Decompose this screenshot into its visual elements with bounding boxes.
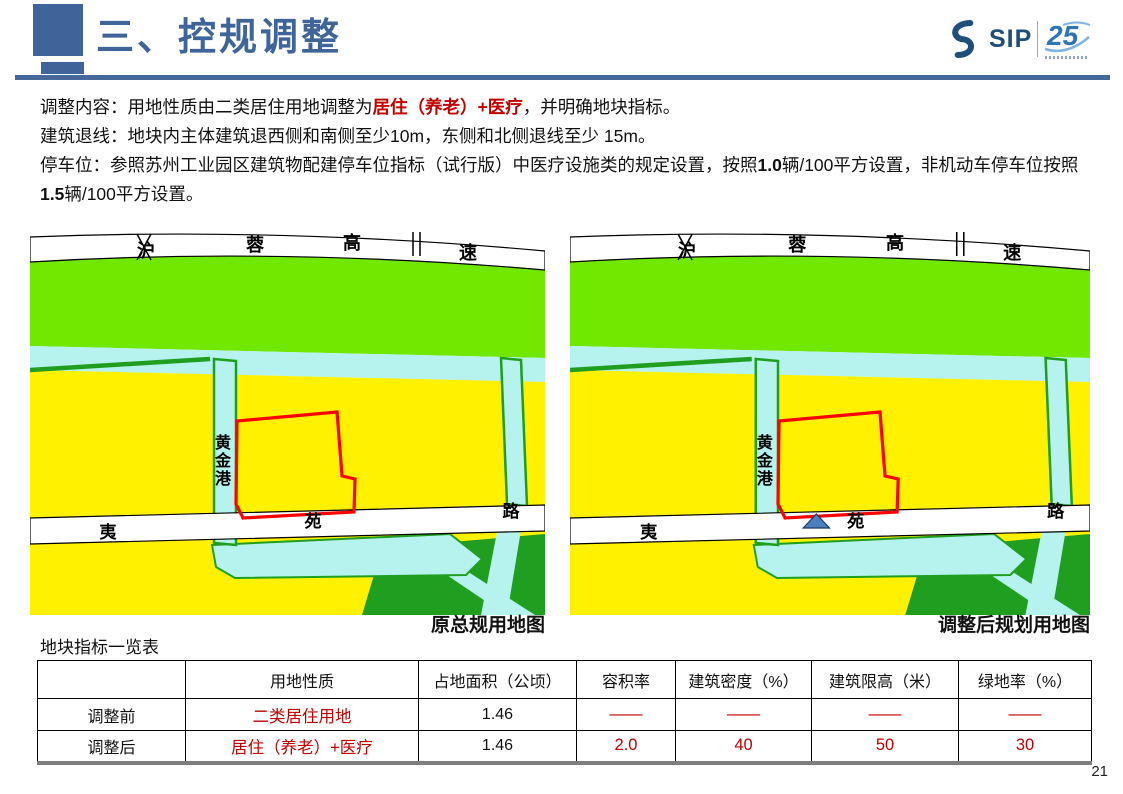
canal-label: 黄 bbox=[757, 433, 773, 452]
site-marker-triangle bbox=[801, 513, 831, 529]
landuse-map-after: 沪 蓉 高 速 黄 金 港 夷 苑 路 bbox=[570, 225, 1090, 615]
cell-density: 40 bbox=[675, 730, 812, 763]
adjustment-description: 调整内容：用地性质由二类居住用地调整为居住（养老）+医疗，并明确地块指标。 建筑… bbox=[40, 93, 1092, 209]
header-far: 容积率 bbox=[576, 660, 676, 699]
cell-area: 1.46 bbox=[418, 730, 577, 763]
sip-swoosh-icon bbox=[952, 19, 974, 59]
sip-logo: SIP 25 bbox=[944, 14, 1091, 64]
canal-label: 黄 bbox=[215, 433, 231, 452]
header-empty bbox=[37, 660, 186, 699]
cell-height-limit: —— bbox=[811, 698, 959, 731]
header-divider bbox=[15, 75, 1110, 80]
canal-label: 港 bbox=[215, 469, 232, 488]
cell-landuse: 居住（养老）+医疗 bbox=[185, 730, 419, 763]
cell-landuse: 二类居住用地 bbox=[185, 698, 419, 731]
highway-label: 速 bbox=[459, 242, 477, 263]
adjusted-landuse-highlight: 居住（养老）+医疗 bbox=[372, 97, 523, 117]
plot-outline bbox=[234, 410, 357, 520]
title-accent-bar bbox=[41, 62, 84, 74]
highway-label: 高 bbox=[886, 232, 904, 253]
cell-area: 1.46 bbox=[418, 698, 577, 731]
cell-height-limit: 50 bbox=[811, 730, 959, 763]
header-density: 建筑密度（%） bbox=[675, 660, 812, 699]
page-number: 21 bbox=[1091, 763, 1108, 780]
setback-line: 建筑退线：地块内主体建筑退西侧和南侧至少10m，东侧和北侧退线至少 15m。 bbox=[40, 126, 656, 146]
landuse-map-before: 沪 蓉 高 速 黄 金 港 夷 苑 路 bbox=[30, 225, 545, 615]
highway-label: 沪 bbox=[678, 240, 696, 261]
row-label: 调整前 bbox=[37, 698, 186, 731]
sip-logo-text: SIP bbox=[989, 24, 1033, 53]
plot-outline bbox=[776, 410, 900, 520]
highway-label: 速 bbox=[1003, 242, 1021, 263]
table-title: 地块指标一览表 bbox=[40, 638, 159, 657]
cell-far: —— bbox=[576, 698, 676, 731]
anniversary-25-text: 25 bbox=[1046, 20, 1079, 51]
header-height-limit: 建筑限高（米） bbox=[811, 660, 959, 699]
parking-line: 停车位：参照苏州工业园区建筑物配建停车位指标（试行版）中医疗设施类的规定设置，按… bbox=[40, 155, 1079, 204]
page-title: 三、控规调整 bbox=[96, 17, 343, 59]
anniversary-logo: 25 bbox=[1043, 19, 1091, 59]
logo-fineprint bbox=[1045, 56, 1090, 59]
anniversary-25-icon: 25 bbox=[1044, 20, 1091, 53]
cell-green-rate: 30 bbox=[958, 730, 1092, 763]
caption-map-before: 原总规用地图 bbox=[430, 615, 545, 636]
title-accent-square bbox=[33, 4, 83, 56]
table-row-after: 调整后 居住（养老）+医疗 1.46 2.0 40 50 30 bbox=[37, 730, 1092, 763]
header-landuse: 用地性质 bbox=[185, 660, 419, 699]
road-label: 路 bbox=[503, 501, 521, 521]
adjustment-content-line: 调整内容：用地性质由二类居住用地调整为居住（养老）+医疗，并明确地块指标。 bbox=[40, 97, 681, 117]
road-label: 路 bbox=[1047, 501, 1065, 521]
highway-label: 蓉 bbox=[246, 235, 264, 255]
road-label: 夷 bbox=[100, 522, 118, 542]
road-label: 苑 bbox=[305, 511, 322, 531]
header-green-rate: 绿地率（%） bbox=[958, 660, 1092, 699]
table-row-before: 调整前 二类居住用地 1.46 —— —— —— —— bbox=[37, 698, 1092, 731]
table-header-row: 用地性质 占地面积（公顷） 容积率 建筑密度（%） 建筑限高（米） 绿地率（%） bbox=[37, 660, 1092, 699]
cell-density: —— bbox=[675, 698, 812, 731]
highway-label: 蓉 bbox=[788, 235, 807, 255]
highway-label: 高 bbox=[343, 232, 361, 253]
cell-far: 2.0 bbox=[576, 730, 676, 763]
plot-indicator-table: 用地性质 占地面积（公顷） 容积率 建筑密度（%） 建筑限高（米） 绿地率（%）… bbox=[37, 660, 1092, 765]
header-area: 占地面积（公顷） bbox=[418, 660, 577, 699]
row-label: 调整后 bbox=[37, 730, 186, 763]
caption-map-after: 调整后规划用地图 bbox=[937, 615, 1090, 636]
logo-separator bbox=[1037, 21, 1039, 57]
road-label: 苑 bbox=[846, 511, 864, 531]
cell-green-rate: —— bbox=[958, 698, 1092, 731]
canal-label: 港 bbox=[757, 469, 774, 488]
road-label: 夷 bbox=[640, 522, 658, 542]
canal-label: 金 bbox=[756, 451, 774, 470]
canal-label: 金 bbox=[214, 451, 232, 470]
highway-label: 沪 bbox=[137, 240, 155, 261]
